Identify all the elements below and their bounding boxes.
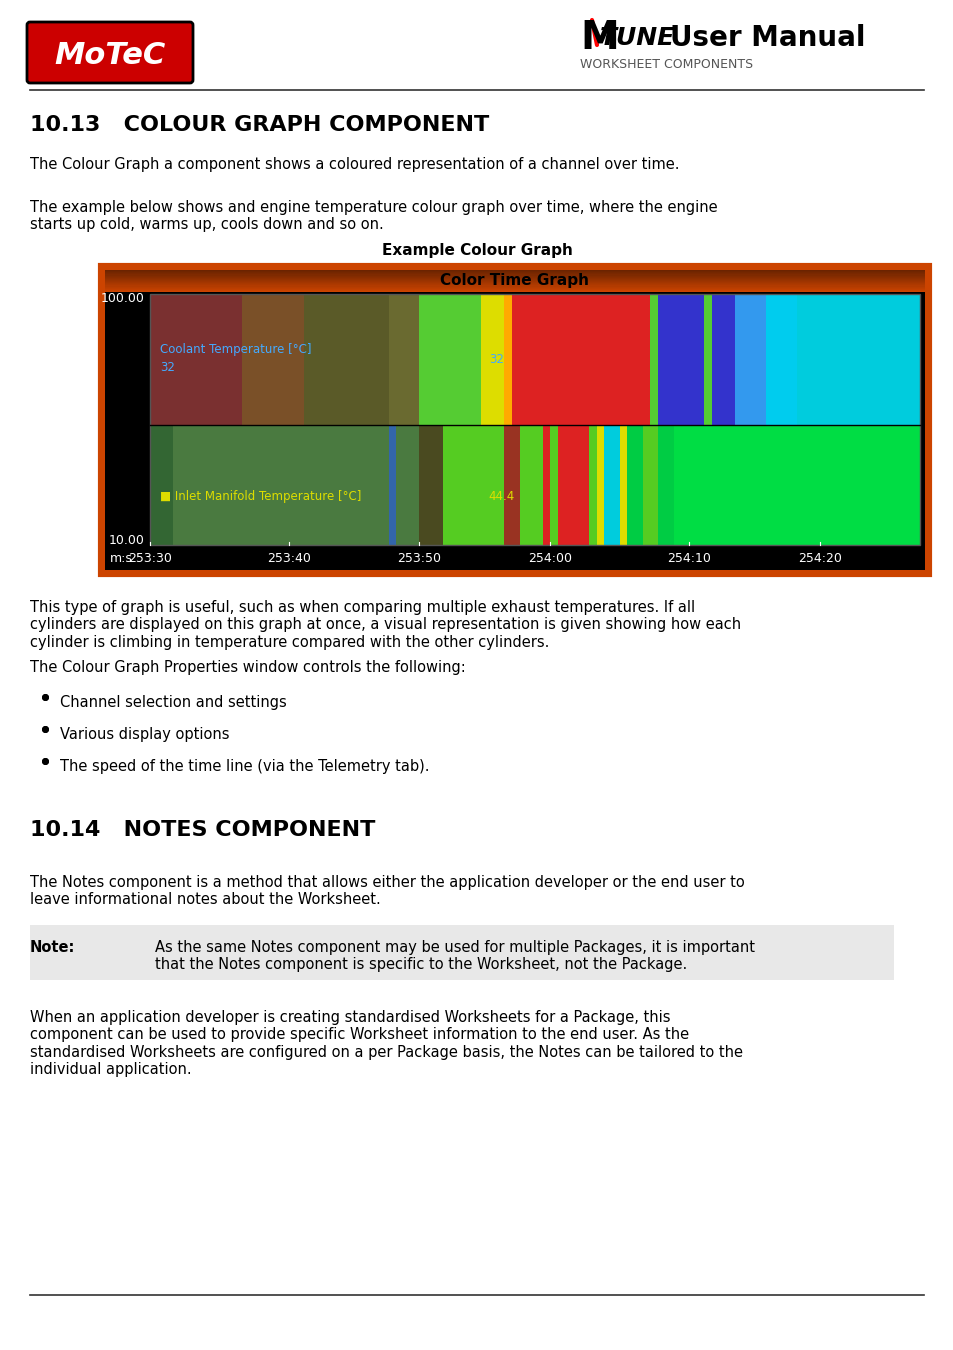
Bar [388, 294, 419, 424]
Bar [105, 286, 924, 288]
Text: The Colour Graph Properties window controls the following:: The Colour Graph Properties window contr… [30, 660, 465, 675]
Bar [703, 294, 711, 424]
Text: Color Time Graph: Color Time Graph [440, 274, 589, 289]
Text: Channel selection and settings: Channel selection and settings [60, 695, 287, 710]
Bar [304, 294, 388, 424]
Bar [105, 278, 924, 279]
Bar [512, 294, 650, 424]
Bar [105, 271, 924, 273]
Bar [619, 424, 627, 545]
Bar [504, 424, 508, 545]
Text: Note:: Note: [30, 940, 75, 954]
Bar [588, 424, 596, 545]
Bar [105, 279, 924, 281]
Text: The speed of the time line (via the Telemetry tab).: The speed of the time line (via the Tele… [60, 759, 429, 774]
Text: 10.13   COLOUR GRAPH COMPONENT: 10.13 COLOUR GRAPH COMPONENT [30, 115, 489, 135]
Bar [542, 424, 550, 545]
Bar [105, 282, 924, 284]
Bar [442, 424, 504, 545]
Bar [172, 424, 388, 545]
Text: M: M [579, 19, 618, 57]
Text: This type of graph is useful, such as when comparing multiple exhaust temperatur: This type of graph is useful, such as wh… [30, 599, 740, 649]
Bar [105, 275, 924, 277]
Bar [105, 289, 924, 290]
Text: 253:50: 253:50 [397, 552, 441, 564]
Text: 10.14   NOTES COMPONENT: 10.14 NOTES COMPONENT [30, 819, 375, 840]
Text: 10.00: 10.00 [109, 533, 145, 547]
Bar [388, 424, 396, 545]
Text: The example below shows and engine temperature colour graph over time, where the: The example below shows and engine tempe… [30, 200, 717, 232]
Bar [419, 424, 427, 545]
Bar [603, 424, 619, 545]
Bar [105, 288, 924, 289]
Text: User Manual: User Manual [669, 24, 864, 53]
Bar [30, 925, 893, 980]
Bar [508, 424, 519, 545]
Text: TUNE: TUNE [599, 26, 675, 50]
FancyBboxPatch shape [27, 22, 193, 82]
Bar [504, 294, 512, 424]
Text: WORKSHEET COMPONENTS: WORKSHEET COMPONENTS [579, 58, 752, 72]
Bar [105, 270, 924, 570]
Bar [650, 294, 658, 424]
Text: The Notes component is a method that allows either the application developer or : The Notes component is a method that all… [30, 875, 744, 907]
Bar [796, 294, 919, 424]
Bar [105, 277, 924, 279]
Text: 32: 32 [488, 352, 503, 366]
Bar [150, 294, 242, 424]
Bar [105, 270, 924, 271]
Bar [658, 294, 703, 424]
Bar [105, 282, 924, 285]
Bar [100, 265, 929, 575]
Bar [419, 294, 480, 424]
Bar [105, 274, 924, 275]
Bar [735, 294, 765, 424]
Text: 254:20: 254:20 [797, 552, 841, 564]
Text: When an application developer is creating standardised Worksheets for a Package,: When an application developer is creatin… [30, 1010, 742, 1077]
Text: 254:10: 254:10 [666, 552, 710, 564]
Text: 44.4: 44.4 [488, 490, 515, 504]
Text: 253:30: 253:30 [128, 552, 172, 564]
Bar [105, 273, 924, 274]
Bar [550, 424, 558, 545]
Bar [242, 294, 304, 424]
Text: 253:40: 253:40 [267, 552, 311, 564]
Bar [105, 290, 924, 292]
Bar [642, 424, 658, 545]
Bar [569, 424, 577, 545]
Bar [596, 424, 603, 545]
Text: Coolant Temperature [°C]: Coolant Temperature [°C] [160, 343, 312, 356]
Text: 32: 32 [160, 360, 174, 374]
Bar [765, 294, 796, 424]
Bar [105, 270, 924, 273]
Text: The Colour Graph a component shows a coloured representation of a channel over t: The Colour Graph a component shows a col… [30, 158, 679, 173]
Bar [396, 424, 419, 545]
Bar [105, 288, 924, 290]
Bar [480, 294, 504, 424]
Bar [150, 294, 919, 545]
Bar [427, 424, 442, 545]
Text: MoTeC: MoTeC [54, 40, 166, 69]
Bar [558, 424, 569, 545]
Bar [658, 424, 673, 545]
Bar [627, 424, 642, 545]
Bar [150, 424, 172, 545]
Text: m:s: m:s [110, 552, 132, 564]
Bar [105, 285, 924, 286]
Bar [105, 281, 924, 282]
Text: Example Colour Graph: Example Colour Graph [381, 243, 572, 258]
Text: Various display options: Various display options [60, 728, 230, 743]
Bar [105, 284, 924, 285]
Text: ■ Inlet Manifold Temperature [°C]: ■ Inlet Manifold Temperature [°C] [160, 490, 361, 504]
Text: 100.00: 100.00 [101, 293, 145, 305]
Text: 254:00: 254:00 [528, 552, 572, 564]
Bar [673, 424, 919, 545]
Text: As the same Notes component may be used for multiple Packages, it is important
t: As the same Notes component may be used … [154, 940, 754, 972]
Bar [577, 424, 588, 545]
Bar [711, 294, 735, 424]
Bar [105, 277, 924, 278]
Bar [519, 424, 542, 545]
